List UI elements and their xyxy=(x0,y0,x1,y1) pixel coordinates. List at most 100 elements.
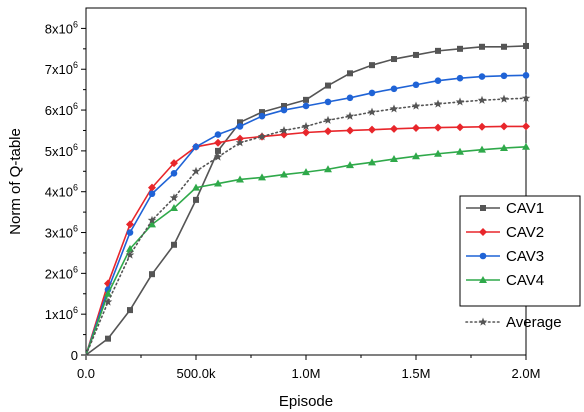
data-point-average xyxy=(411,101,421,110)
y-tick-label: 0 xyxy=(71,348,78,363)
data-point-cav2 xyxy=(478,122,486,131)
y-tick-label: 4x106 xyxy=(45,183,78,200)
data-point-cav2 xyxy=(302,128,310,137)
data-point-cav4 xyxy=(280,170,288,178)
data-point-cav2 xyxy=(346,126,354,135)
data-point-cav4 xyxy=(368,158,376,166)
data-point-cav4 xyxy=(236,175,244,183)
y-tick-label: 8x106 xyxy=(45,19,78,36)
data-point-cav3 xyxy=(412,81,420,89)
data-point-cav1 xyxy=(259,109,265,116)
data-point-cav2 xyxy=(522,122,530,131)
data-point-average xyxy=(323,115,333,124)
data-point-cav1 xyxy=(413,51,419,58)
data-point-cav3 xyxy=(236,123,244,130)
legend-label-cav3: CAV3 xyxy=(506,248,544,265)
data-point-cav1 xyxy=(457,45,463,52)
data-point-cav4 xyxy=(478,145,486,153)
data-point-cav1 xyxy=(347,70,353,77)
data-point-cav2 xyxy=(368,125,376,134)
axes: 0.0 500.0k 1.0M 1.5M 2.0M 0 1x106 2x106 3x106 4x1… xyxy=(45,7,541,381)
series-cav3 xyxy=(85,72,530,356)
data-point-cav4 xyxy=(170,204,178,212)
data-point-cav4 xyxy=(214,179,222,187)
data-point-cav2 xyxy=(148,183,156,192)
data-point-cav3 xyxy=(126,229,134,236)
data-point-average xyxy=(169,193,179,202)
data-point-average xyxy=(521,93,531,102)
y-tick-label: 5x106 xyxy=(45,142,78,159)
legend-marker-cav4 xyxy=(479,276,487,283)
legend-marker-cav3 xyxy=(479,252,487,260)
x-axis-title: Episode xyxy=(279,393,333,410)
data-point-cav1 xyxy=(479,43,485,50)
data-point-cav3 xyxy=(148,190,156,198)
data-point-cav3 xyxy=(500,72,508,80)
y-tick-label: 3x106 xyxy=(45,224,78,241)
data-point-cav4 xyxy=(522,142,530,150)
data-point-average xyxy=(477,95,487,104)
data-point-average xyxy=(103,297,113,306)
data-point-cav1 xyxy=(501,43,507,50)
data-point-average xyxy=(191,166,201,175)
y-tick-label: 1x106 xyxy=(45,305,78,322)
data-point-cav4 xyxy=(104,289,112,297)
data-point-average xyxy=(213,152,223,161)
data-point-cav4 xyxy=(390,155,398,163)
data-point-cav3 xyxy=(368,89,376,97)
data-point-cav2 xyxy=(412,124,420,133)
data-point-cav1 xyxy=(523,42,529,49)
data-point-cav4 xyxy=(324,165,332,173)
series-cav4 xyxy=(85,142,530,356)
data-point-cav1 xyxy=(369,62,375,69)
x-tick-label: 500.0k xyxy=(176,366,216,381)
data-point-cav4 xyxy=(192,183,200,191)
y-axis-title: Norm of Q-table xyxy=(7,128,24,235)
data-point-cav1 xyxy=(435,47,441,54)
data-point-cav2 xyxy=(500,122,508,131)
data-point-cav1 xyxy=(193,196,199,203)
data-point-cav4 xyxy=(500,144,508,152)
data-point-cav3 xyxy=(456,74,464,82)
legend-marker-cav1 xyxy=(480,205,486,211)
x-tick-label: 2.0M xyxy=(512,366,541,381)
data-point-average xyxy=(367,107,377,116)
y-tick-label: 2x106 xyxy=(45,264,78,281)
data-point-cav1 xyxy=(105,335,111,342)
data-point-cav3 xyxy=(280,106,288,114)
legend-marker-average xyxy=(478,317,488,326)
data-point-cav4 xyxy=(126,244,134,252)
x-tick-label: 1.0M xyxy=(292,366,321,381)
legend-marker-cav2 xyxy=(479,228,487,236)
data-point-cav1 xyxy=(391,56,397,63)
legend-label-cav1: CAV1 xyxy=(506,200,544,217)
data-point-average xyxy=(345,111,355,120)
data-point-cav2 xyxy=(434,123,442,132)
data-point-cav3 xyxy=(170,170,178,177)
legend-box xyxy=(459,195,581,307)
data-point-cav1 xyxy=(215,147,221,154)
data-point-average xyxy=(147,215,157,224)
data-point-cav3 xyxy=(214,131,222,138)
data-point-cav1 xyxy=(127,307,133,314)
data-point-cav2 xyxy=(324,127,332,136)
data-point-cav2 xyxy=(214,138,222,147)
data-point-average xyxy=(279,125,289,135)
data-point-cav2 xyxy=(390,124,398,133)
data-point-cav2 xyxy=(170,159,178,168)
legend-label-cav4: CAV4 xyxy=(506,272,544,289)
data-point-cav4 xyxy=(412,152,420,160)
data-point-average xyxy=(455,97,465,106)
data-point-average xyxy=(499,94,509,103)
data-point-cav4 xyxy=(456,147,464,155)
data-point-cav3 xyxy=(346,94,354,102)
data-point-cav3 xyxy=(434,77,442,84)
data-point-cav2 xyxy=(126,220,134,229)
data-point-cav1 xyxy=(281,102,287,109)
x-tick-label: 1.5M xyxy=(402,366,431,381)
series-average xyxy=(85,93,531,356)
x-tick-label: 0.0 xyxy=(77,366,95,381)
data-point-cav3 xyxy=(192,143,200,151)
legend-label-average: Average xyxy=(506,314,562,331)
data-point-cav4 xyxy=(434,149,442,157)
